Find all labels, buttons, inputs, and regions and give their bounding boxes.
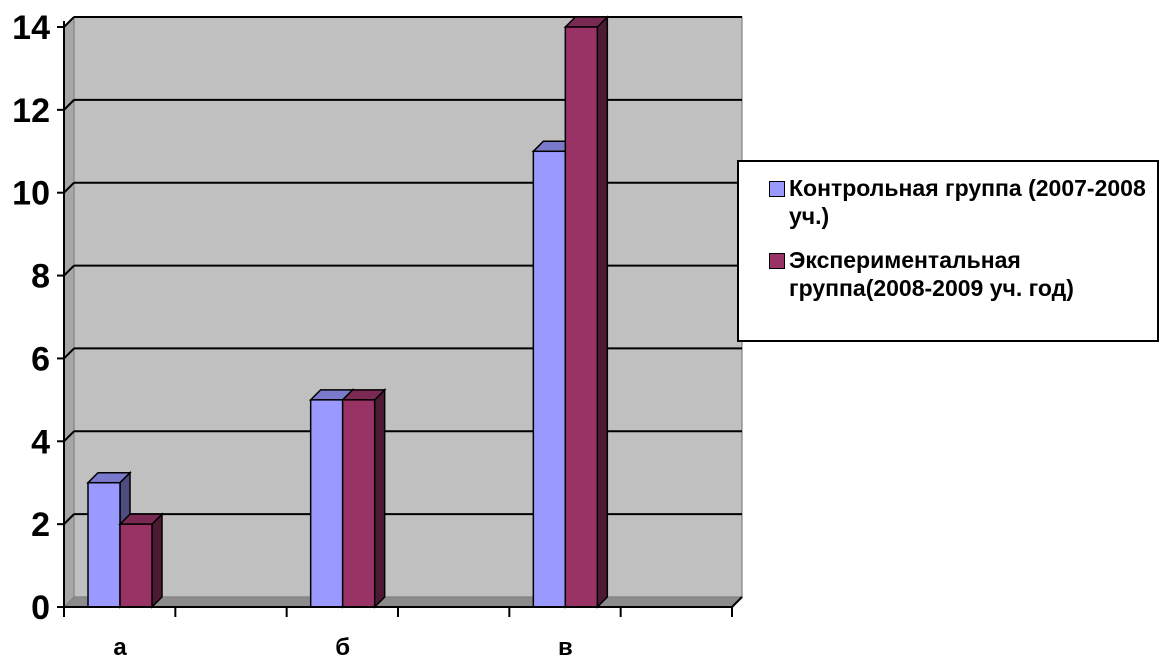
bar-side [596,15,609,609]
gridline-diag [63,264,75,277]
gridline-diag [63,513,75,525]
legend-label-control: Контрольная группа (2007-2008 уч.) [789,175,1146,229]
bar-front [532,150,567,608]
legend-swatch-experimental [769,253,785,269]
y-tick-labels: 0 2 4 6 8 10 12 14 [12,9,50,627]
gridline-diag [63,182,75,194]
bar-side [151,512,163,609]
legend-item-experimental: Экспериментальная группа(2008-2009 уч. г… [769,246,1149,302]
bars [86,15,610,609]
gridline-diag [63,347,75,360]
x-tick-label: в [558,634,573,657]
y-tick-label: 4 [31,423,50,461]
plot-walls [62,15,744,609]
y-tick-label: 10 [12,175,50,213]
y-tick-label: 12 [12,92,50,130]
x-tick-label: б [335,634,350,657]
bar-experimental-0 [118,512,164,609]
gridlines [63,16,742,525]
gridline-diag [63,16,75,28]
y-tick-label: 6 [31,340,50,378]
gridline-diag [63,430,75,442]
bar-front [119,523,153,608]
bar-front [341,399,376,608]
x-axis-end [731,596,743,608]
y-tick-label: 14 [12,9,50,47]
bar-experimental-2 [563,15,610,609]
bar-side [373,388,386,609]
bar-front [564,26,599,608]
bar-front [309,399,344,608]
bar-front [87,481,121,608]
back-wall [73,16,743,598]
gridline-diag [63,99,75,111]
y-tick-label: 2 [31,506,50,544]
legend-label-experimental: Экспериментальная группа(2008-2009 уч. г… [789,247,1074,301]
bar-experimental-1 [340,388,387,609]
y-tick-label: 8 [31,258,50,296]
legend-item-control: Контрольная группа (2007-2008 уч.) [769,174,1149,230]
axes [57,21,743,617]
y-tick-label: 0 [31,589,50,627]
legend: Контрольная группа (2007-2008 уч.) Экспе… [737,160,1159,342]
x-tick-labels: а б в [113,634,572,657]
legend-swatch-control [769,181,785,197]
floor [62,596,744,608]
x-tick-label: а [113,634,127,657]
